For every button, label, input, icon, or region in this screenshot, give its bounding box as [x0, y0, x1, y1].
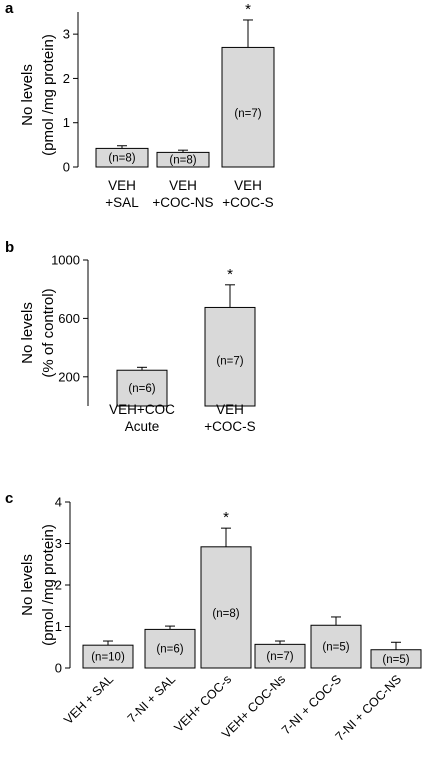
y-tick-label: 2: [63, 71, 70, 86]
bar: [310, 624, 362, 669]
y-axis-title: No levels: [19, 554, 36, 616]
panel-label: b: [5, 239, 14, 256]
x-category-label: +COC-S: [204, 419, 255, 434]
y-axis-title: (pmol /mg protein): [40, 524, 57, 646]
y-axis-title: No levels: [19, 302, 36, 364]
x-category-label: VEH: [169, 178, 197, 193]
bar-n-label: (n=6): [156, 644, 183, 656]
bar: [144, 628, 196, 669]
chart-panel-a: a 0 1 2 3 No levels (pmol /mg protein) (n=8) VEH…: [5, 0, 275, 210]
chart-panel-b: b 200 600 1000 No levels (% of control) (n=6) V…: [5, 239, 256, 434]
x-category-label: +SAL: [105, 195, 139, 210]
y-tick-label: 200: [58, 369, 80, 384]
panel-label: a: [5, 0, 14, 17]
significance-marker: *: [223, 509, 229, 526]
significance-marker: *: [245, 1, 251, 18]
x-category-label: VEH: [234, 178, 262, 193]
x-category-label: VEH: [108, 178, 136, 193]
y-tick-label: 600: [58, 311, 80, 326]
x-category-label: VEH: [216, 402, 244, 417]
y-tick-label: 0: [55, 661, 62, 676]
x-category-label: VEH+COC: [109, 402, 175, 417]
bar-n-label: (n=6): [128, 383, 155, 395]
bar: [221, 46, 275, 168]
x-category-label: 7-NI + COC-NS: [333, 672, 405, 744]
bar-n-label: (n=7): [234, 108, 261, 120]
bar-n-label: (n=7): [266, 651, 293, 663]
panel-label: c: [5, 490, 13, 507]
x-category-label: Acute: [125, 419, 160, 434]
y-tick-label: 3: [63, 27, 70, 42]
y-axis-title: (pmol /mg protein): [40, 34, 57, 156]
y-axis-title: (% of control): [40, 288, 57, 377]
y-tick-label: 0: [63, 160, 70, 175]
bar: [116, 369, 168, 407]
x-category-label: +COC-S: [222, 195, 273, 210]
bar-n-label: (n=10): [91, 652, 125, 664]
y-tick-label: 4: [55, 495, 62, 510]
x-category-label: VEH + SAL: [61, 672, 116, 727]
bar-n-label: (n=8): [108, 153, 135, 165]
bar-n-label: (n=7): [216, 356, 243, 368]
bar-n-label: (n=5): [322, 642, 349, 654]
y-tick-label: 2: [55, 578, 62, 593]
y-tick-label: 3: [55, 536, 62, 551]
chart-panel-c: c 0 1 2 3 4 No levels (pmol /mg protein) (n=10) V…: [5, 490, 422, 744]
bar-n-label: (n=8): [169, 155, 196, 167]
y-tick-label: 1: [63, 115, 70, 130]
bar: [204, 306, 256, 407]
significance-marker: *: [227, 266, 233, 283]
y-tick-label: 1000: [51, 253, 80, 268]
bar-n-label: (n=8): [212, 608, 239, 620]
x-category-label: 7-NI + COC-S: [279, 672, 344, 737]
y-tick-label: 1: [55, 619, 62, 634]
x-category-label: +COC-NS: [152, 195, 213, 210]
y-axis-title: No levels: [19, 64, 36, 126]
x-category-label: 7-NI + SAL: [125, 672, 178, 725]
bar-n-label: (n=5): [382, 654, 409, 666]
